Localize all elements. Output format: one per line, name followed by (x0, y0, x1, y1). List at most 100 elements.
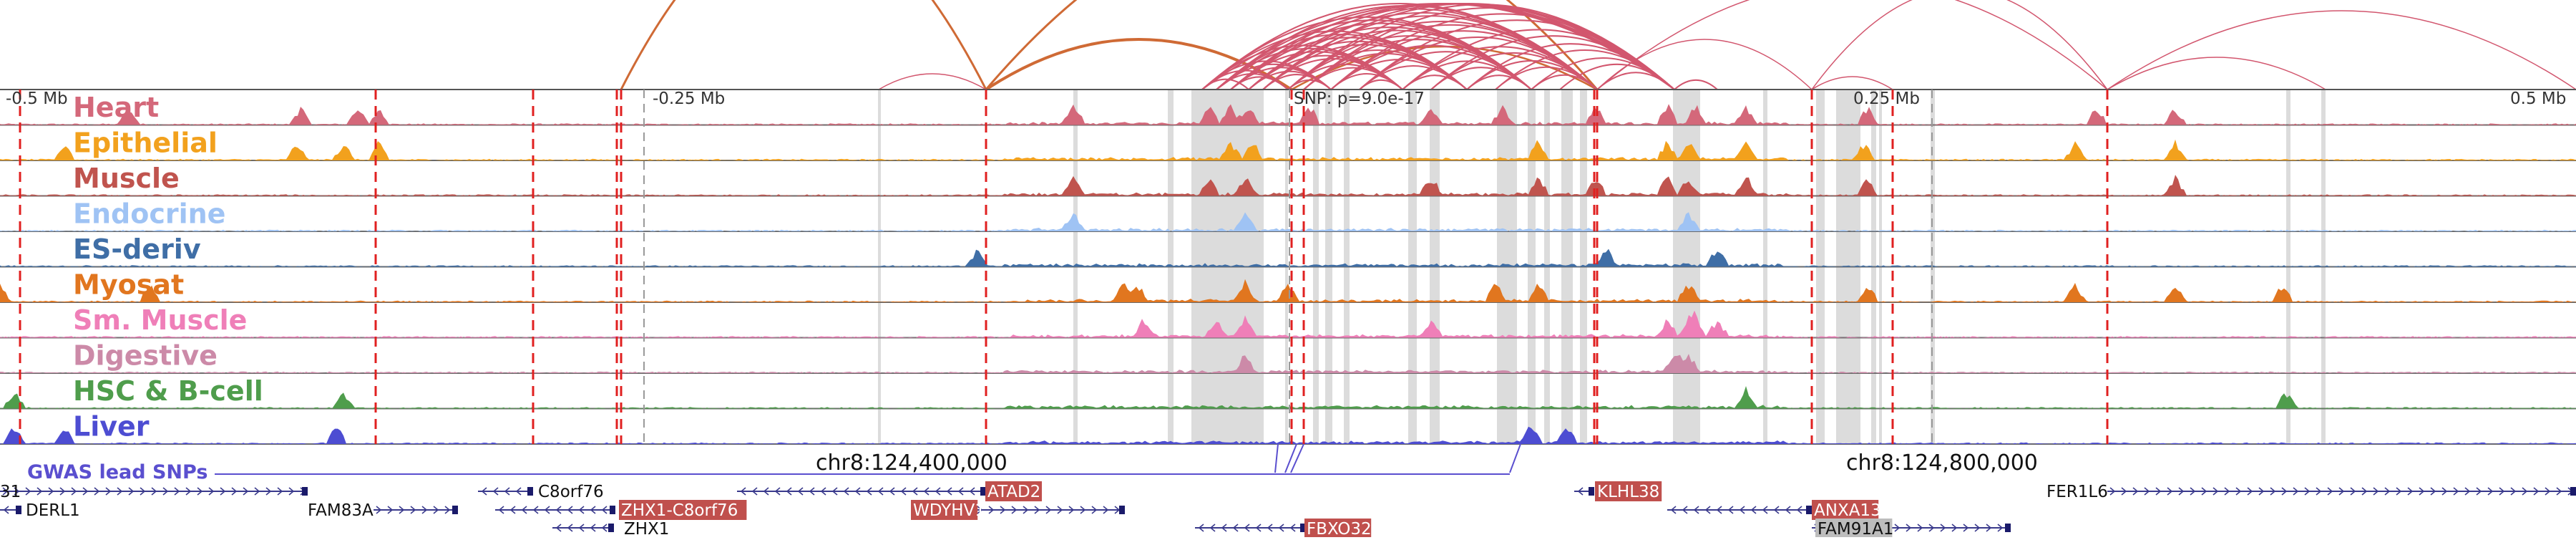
strand-arrow (2, 487, 9, 496)
interaction-arc (1674, 79, 1718, 90)
strand-arrow (2384, 487, 2391, 496)
strand-arrow (1928, 524, 1935, 532)
gwas-snp-link (1509, 443, 1521, 473)
interaction-arc (1596, 0, 2108, 90)
track-hsc-b-cell (0, 386, 2576, 410)
gene-exon (452, 506, 458, 514)
strand-arrow (2167, 487, 2173, 496)
strand-arrow (2201, 487, 2207, 496)
strand-arrow (71, 487, 77, 496)
strand-arrow (969, 487, 975, 496)
coordinate-label-right: chr8:124,800,000 (1846, 450, 2038, 476)
gene-anxa13[interactable]: ANXA13 (1667, 500, 1881, 520)
strand-arrow (515, 487, 522, 496)
gene-exon (302, 487, 308, 496)
strand-arrow (544, 506, 550, 514)
gene-highlight-box (1304, 519, 1372, 539)
strand-arrow (900, 487, 907, 496)
gene-fer1l6[interactable]: FER1L6 (2046, 483, 2576, 501)
strand-arrow (2270, 487, 2276, 496)
strand-arrow (877, 487, 884, 496)
gene-fam83a[interactable]: FAM83A (308, 501, 458, 520)
track-liver (0, 426, 2576, 445)
gene-exon (527, 487, 533, 496)
strand-arrow (185, 487, 192, 496)
track-muscle (0, 175, 2576, 197)
gene-wdyhv1[interactable]: WDYHV1 (911, 500, 1125, 520)
gene-highlight-box (985, 481, 1042, 501)
strand-arrow (1057, 506, 1063, 514)
strand-arrow (1704, 506, 1711, 514)
track-label: ES-deriv (73, 233, 201, 265)
strand-arrow (1894, 524, 1901, 532)
strand-arrow (1917, 524, 1923, 532)
strand-arrow (94, 487, 100, 496)
interaction-arcs (620, 0, 2576, 91)
track-label: Endocrine (73, 198, 225, 230)
strand-arrow (82, 487, 89, 496)
gene-exon (2570, 487, 2576, 496)
track-label: Epithelial (73, 127, 218, 159)
strand-arrow (2247, 487, 2253, 496)
strand-arrow (2441, 487, 2448, 496)
strand-arrow (105, 487, 112, 496)
gene-zhx1-c8orf76[interactable]: ZHX1-C8orf76 (495, 500, 747, 520)
gwas-track (215, 443, 1521, 475)
strand-arrow (2487, 487, 2494, 496)
strand-arrow (567, 506, 573, 514)
strand-arrow (2522, 487, 2528, 496)
strand-arrow (197, 487, 203, 496)
gene-atad2[interactable]: ATAD2 (737, 481, 1042, 501)
strand-arrow (231, 487, 238, 496)
strand-arrow (2132, 487, 2139, 496)
strand-arrow (1670, 506, 1677, 514)
strand-arrow (128, 487, 135, 496)
strand-arrow (421, 506, 428, 514)
strand-arrow (2316, 487, 2322, 496)
gene-fbxo32[interactable]: FBXO32 (1195, 519, 1372, 539)
interaction-arc (620, 0, 987, 90)
interaction-arc (1811, 0, 2108, 90)
gene-label: ZHX1-C8orf76 (621, 501, 738, 520)
strand-arrow (1068, 506, 1075, 514)
strand-arrow (2212, 487, 2219, 496)
strand-arrow (555, 524, 562, 532)
interaction-arc (2107, 57, 2326, 90)
strand-arrow (2533, 487, 2540, 496)
strand-arrow (2190, 487, 2196, 496)
strand-arrow (1209, 524, 1216, 532)
strand-arrow (957, 487, 964, 496)
track-label: HSC & B-cell (73, 375, 263, 407)
gene-derl1[interactable]: DERL1 (0, 501, 80, 520)
gene-c8orf76[interactable]: C8orf76 (478, 483, 604, 501)
scale-label-0.25: 0.25 Mb (1853, 90, 1920, 108)
strand-arrow (1103, 506, 1109, 514)
strand-arrow (140, 487, 146, 496)
gene-label: ATAD2 (987, 483, 1040, 501)
strand-arrow (243, 487, 249, 496)
strand-arrow (1750, 506, 1757, 514)
strand-arrow (2476, 487, 2482, 496)
strand-arrow (2464, 487, 2471, 496)
strand-arrow (1785, 506, 1791, 514)
strand-arrow (151, 487, 157, 496)
strand-arrow (786, 487, 792, 496)
gene-exon (2005, 524, 2011, 532)
gene-klhl38[interactable]: KLHL38 (1574, 481, 1662, 501)
gene-label: 31 (0, 483, 21, 501)
coordinate-label-left: chr8:124,400,000 (816, 450, 1008, 476)
strand-arrow (555, 506, 562, 514)
gene-fam91a1[interactable]: FAM91A1 (1812, 519, 2011, 539)
gene-label: ZHX1 (624, 520, 669, 537)
track-myosat (0, 279, 2576, 303)
signal-area (0, 279, 2576, 302)
gene-highlight-box (911, 500, 978, 520)
gene-zhx1[interactable]: ZHX1 (552, 520, 669, 539)
strand-arrow (2430, 487, 2436, 496)
track-label: Heart (73, 92, 159, 123)
strand-arrow (2350, 487, 2356, 496)
track-label: Myosat (73, 269, 184, 301)
strand-arrow (208, 487, 215, 496)
gene-31[interactable]: 31 (0, 483, 308, 501)
